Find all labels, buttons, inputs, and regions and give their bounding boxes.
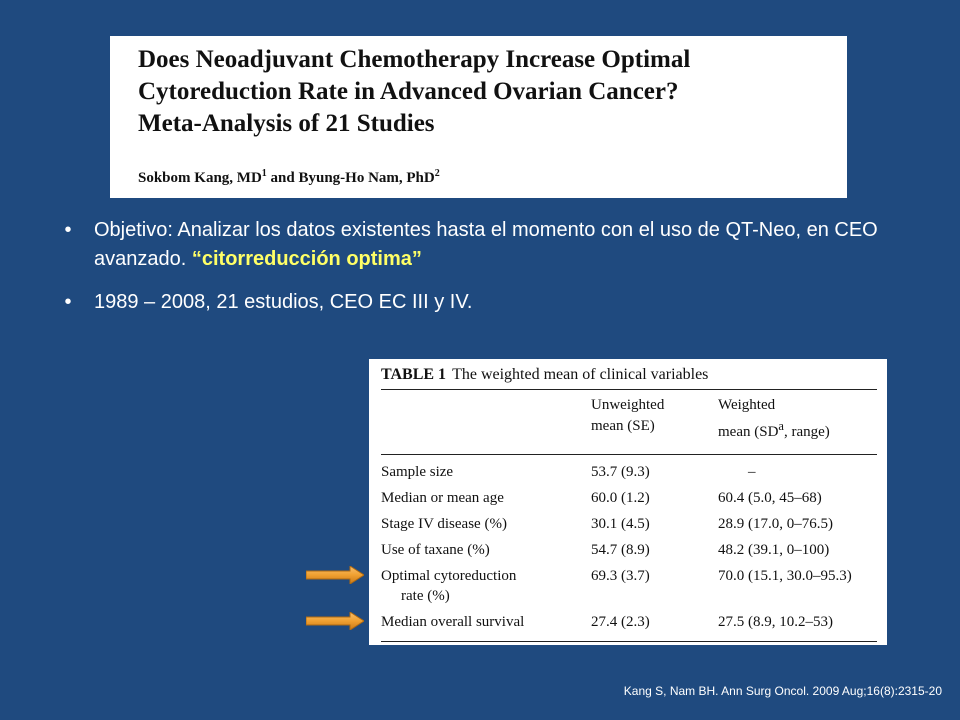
bullet-objective: • Objetivo: Analizar los datos existente… <box>58 216 918 274</box>
paper-authors: Sokbom Kang, MD1 and Byung-Ho Nam, PhD2 <box>138 168 440 187</box>
header-weighted-line-2: mean (SD <box>718 424 779 440</box>
bullet-objective-text: Objetivo: Analizar los datos existentes … <box>94 219 878 270</box>
table-header-row: Unweighted mean (SE) Weighted mean (SDa,… <box>381 390 877 452</box>
arrow-right-icon <box>306 612 364 630</box>
table-cell-variable: Median overall survival <box>381 614 525 630</box>
bullet-marker: • <box>64 291 72 313</box>
header-weighted-footnote: a <box>778 419 784 433</box>
table-cell-unweighted: 60.0 (1.2) <box>591 490 650 506</box>
table-image: TABLE 1 The weighted mean of clinical var… <box>369 359 887 645</box>
table-row: Median or mean age 60.0 (1.2) 60.4 (5.0,… <box>381 485 877 511</box>
table-row-median-survival: Median overall survival 27.4 (2.3) 27.5 … <box>381 609 877 635</box>
paper-title: Does Neoadjuvant Chemotherapy Increase O… <box>138 44 819 140</box>
variable-line-2: rate (%) <box>401 588 450 604</box>
table-header-unweighted: Unweighted mean (SE) <box>591 390 718 452</box>
table-cell-weighted: – <box>748 464 756 480</box>
paper-title-line-2: Cytoreduction Rate in Advanced Ovarian C… <box>138 78 679 105</box>
table-caption: TABLE 1 The weighted mean of clinical var… <box>381 363 877 387</box>
table-row: Sample size 53.7 (9.3) – <box>381 459 877 485</box>
clinical-variables-body: Sample size 53.7 (9.3) – Median or mean … <box>381 459 877 635</box>
bullet-objective-highlight: “citorreducción optima” <box>191 248 422 270</box>
table-cell-weighted: 70.0 (15.1, 30.0–95.3) <box>718 568 852 584</box>
header-unweighted-line-1: Unweighted <box>591 397 665 413</box>
table-cell-weighted: 48.2 (39.1, 0–100) <box>718 542 830 558</box>
table-cell-variable: Median or mean age <box>381 490 504 506</box>
header-weighted-line-1: Weighted <box>718 397 776 413</box>
author-1-affiliation: 1 <box>261 168 267 179</box>
variable-line-1: Optimal cytoreduction <box>381 568 517 584</box>
table-row-optimal-cytoreduction: Optimal cytoreduction rate (%) 69.3 (3.7… <box>381 563 877 609</box>
table-row: Use of taxane (%) 54.7 (8.9) 48.2 (39.1,… <box>381 537 877 563</box>
table-label: TABLE 1 <box>381 366 447 383</box>
table-cell-unweighted: 54.7 (8.9) <box>591 542 650 558</box>
table-top-rule <box>381 389 877 390</box>
bullet-studies-text: 1989 – 2008, 21 estudios, CEO EC III y I… <box>94 291 473 313</box>
clinical-variables-table: Unweighted mean (SE) Weighted mean (SDa,… <box>381 390 877 452</box>
table-row: Stage IV disease (%) 30.1 (4.5) 28.9 (17… <box>381 511 877 537</box>
author-1: Sokbom Kang, MD <box>138 170 262 186</box>
table-header-rule <box>381 454 877 455</box>
table-cell-unweighted: 53.7 (9.3) <box>591 464 650 480</box>
table-cell-weighted: 28.9 (17.0, 0–76.5) <box>718 516 833 532</box>
paper-title-line-3: Meta-Analysis of 21 Studies <box>138 110 435 137</box>
bullet-marker: • <box>64 219 72 241</box>
table-cell-variable: Use of taxane (%) <box>381 542 490 558</box>
table-cell-unweighted: 69.3 (3.7) <box>591 568 650 584</box>
citation-footer: Kang S, Nam BH. Ann Surg Oncol. 2009 Aug… <box>623 684 942 698</box>
table-cell-variable: Stage IV disease (%) <box>381 516 507 532</box>
bullet-list: • Objetivo: Analizar los datos existente… <box>58 216 918 331</box>
author-2-affiliation: 2 <box>434 168 440 179</box>
bullet-studies: • 1989 – 2008, 21 estudios, CEO EC III y… <box>58 288 918 317</box>
table-cell-variable: Optimal cytoreduction rate (%) <box>381 563 591 609</box>
arrow-right-icon <box>306 566 364 584</box>
author-joiner: and <box>266 170 299 186</box>
table-caption-text: The weighted mean of clinical variables <box>452 366 709 383</box>
author-2: Byung-Ho Nam, PhD <box>298 170 435 186</box>
table-header-weighted: Weighted mean (SDa, range) <box>718 390 877 452</box>
table-cell-unweighted: 27.4 (2.3) <box>591 614 650 630</box>
table-cell-unweighted: 30.1 (4.5) <box>591 516 650 532</box>
table-cell-weighted: 27.5 (8.9, 10.2–53) <box>718 614 833 630</box>
table-bottom-rule <box>381 641 877 642</box>
paper-header-image: Does Neoadjuvant Chemotherapy Increase O… <box>110 36 847 198</box>
table-cell-variable: Sample size <box>381 464 454 480</box>
table-header-variable <box>381 390 591 452</box>
header-unweighted-line-2: mean (SE) <box>591 418 655 434</box>
header-weighted-tail: , range) <box>783 424 830 440</box>
table-cell-weighted: 60.4 (5.0, 45–68) <box>718 490 822 506</box>
paper-title-line-1: Does Neoadjuvant Chemotherapy Increase O… <box>138 46 691 73</box>
